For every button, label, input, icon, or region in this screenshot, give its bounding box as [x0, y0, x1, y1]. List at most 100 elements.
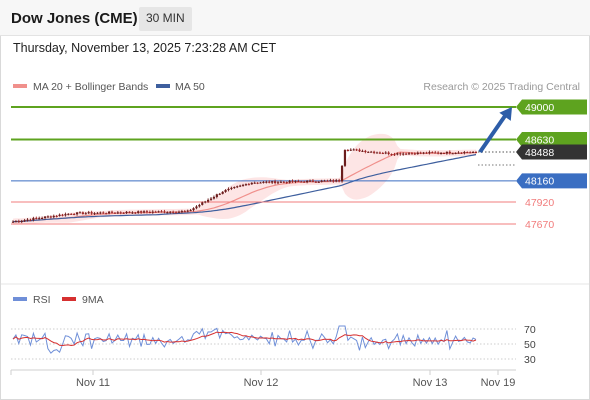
candle-body: [134, 212, 137, 214]
candle-body: [288, 180, 291, 183]
price-levels: [11, 106, 516, 225]
candle-body: [457, 152, 460, 154]
level-label-48630: 48630: [525, 134, 554, 146]
candle-body: [221, 191, 224, 194]
candle-body: [434, 152, 437, 154]
candle-body: [73, 214, 76, 216]
candle-body: [323, 180, 326, 182]
candle-body: [110, 211, 114, 213]
instrument-title: Dow Jones (CME): [11, 10, 138, 27]
candle-body: [172, 211, 175, 213]
candle-body: [335, 180, 338, 182]
candle-body: [445, 151, 448, 154]
candle-body: [157, 211, 160, 213]
candle-body: [265, 181, 268, 183]
candle-body: [142, 211, 146, 213]
x-tick-label: Nov 19: [481, 377, 516, 389]
candle-body: [215, 194, 218, 197]
candle-body: [218, 193, 221, 195]
level-label-47670: 47670: [525, 219, 554, 231]
x-axis: Nov 11 Nov 12 Nov 13 Nov 19: [10, 370, 516, 389]
candle-body: [256, 182, 259, 184]
candle-body: [387, 152, 390, 155]
candle-body: [52, 215, 55, 218]
candle-body: [358, 149, 361, 152]
ma20-legend-swatch: [13, 84, 27, 88]
candle-body: [163, 211, 166, 213]
candle-body: [285, 182, 288, 184]
candle-body: [466, 152, 469, 154]
candle-body: [422, 152, 425, 154]
candle-body: [338, 180, 341, 182]
level-tag-49000: [516, 99, 587, 115]
candle-body: [425, 152, 428, 154]
candle-body: [55, 215, 58, 217]
candle-body: [442, 152, 446, 154]
candle-body: [125, 211, 128, 214]
candle-body: [451, 153, 454, 155]
candle-body: [140, 211, 143, 213]
candle-body: [116, 212, 119, 214]
candle-body: [198, 204, 201, 207]
candle-body: [105, 213, 108, 215]
rsi-legend-label: RSI: [33, 294, 51, 306]
candle-body: [419, 152, 422, 154]
candle-body: [308, 180, 312, 182]
candle-body: [402, 153, 405, 155]
candle-body: [346, 150, 349, 152]
candle-body: [99, 212, 102, 214]
level-label-49000: 49000: [525, 102, 554, 114]
rsi-tick-70: 70: [524, 324, 536, 336]
candle-body: [271, 181, 274, 183]
ma20-line: [12, 151, 476, 223]
candle-body: [320, 180, 323, 182]
candle-body: [474, 152, 478, 154]
candle-body: [378, 152, 382, 154]
candle-body: [183, 211, 186, 213]
candle-body: [46, 216, 50, 218]
candle-body: [209, 198, 213, 200]
candle-body: [195, 206, 198, 209]
candle-body: [291, 180, 294, 182]
candle-body: [17, 221, 20, 223]
candle-body: [279, 181, 282, 183]
rsi-legend-swatch: [13, 297, 27, 301]
candle-body: [262, 181, 265, 183]
candle-body: [177, 211, 181, 213]
candle-body: [128, 211, 131, 213]
candle-body: [355, 149, 358, 151]
candle-body: [84, 213, 87, 215]
rsi-panel: 70 50 30: [11, 324, 536, 366]
candle-body: [131, 212, 134, 214]
candle-body: [192, 208, 195, 211]
ma50-line: [12, 153, 477, 223]
candle-body: [294, 180, 297, 182]
candle-body: [70, 213, 73, 215]
candle-body: [23, 220, 26, 222]
forecast-arrow-shaft: [478, 111, 509, 154]
candle-body: [448, 151, 451, 154]
candle-body: [416, 152, 419, 155]
candle-body: [413, 153, 416, 155]
candle-body: [43, 216, 47, 218]
level-label-47920: 47920: [525, 197, 554, 209]
timeframe-badge[interactable]: 30 MIN: [139, 7, 192, 31]
candle-body: [224, 190, 227, 192]
candle-body: [349, 149, 352, 151]
rsi-ma-legend-swatch: [62, 297, 76, 301]
candle-body: [372, 151, 376, 153]
rsi-line: [12, 325, 477, 354]
candle-body: [58, 214, 61, 217]
candle-body: [180, 211, 183, 213]
level-tag-48160: [516, 173, 587, 189]
candle-body: [41, 217, 44, 219]
candle-body: [259, 182, 262, 184]
ma50-legend-swatch: [156, 84, 170, 88]
candle-body: [87, 212, 90, 214]
rsi-ma-line: [12, 331, 477, 347]
candle-body: [32, 218, 35, 221]
candle-body: [166, 212, 169, 214]
